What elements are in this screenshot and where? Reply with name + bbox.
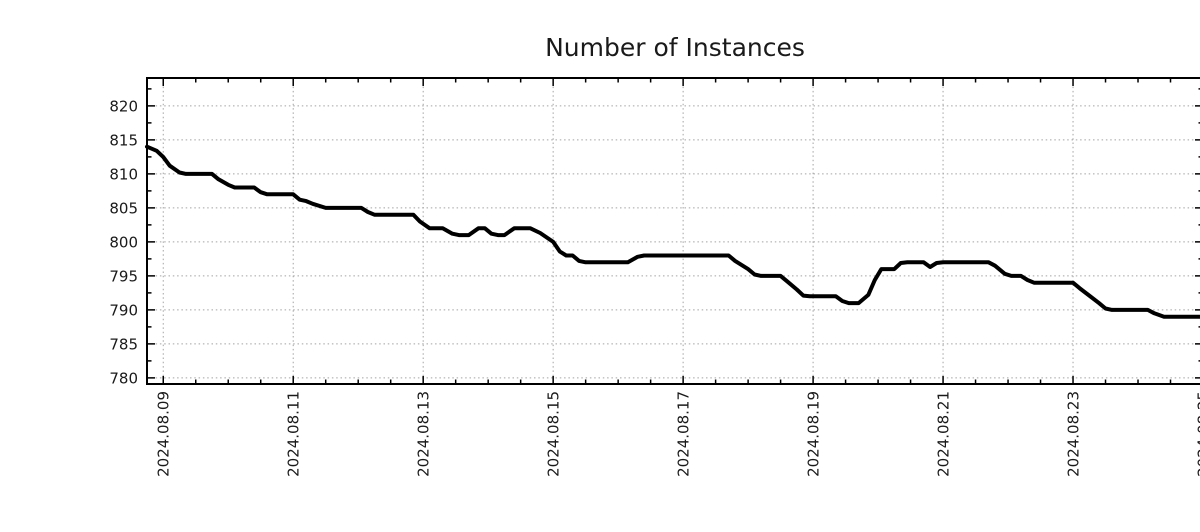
x-tick-label: 2024.08.13 [415, 391, 433, 477]
data-line-instances [147, 147, 1200, 317]
plot-border [147, 78, 1200, 384]
axis-layer [147, 78, 1200, 384]
data-line-layer [147, 147, 1200, 317]
x-tick-label: 2024.08.15 [545, 391, 563, 477]
y-tick-label: 820 [109, 97, 138, 115]
x-tick-label: 2024.08.11 [285, 391, 303, 477]
y-tick-label: 790 [109, 301, 138, 319]
chart-title: Number of Instances [545, 33, 805, 62]
y-tick-label: 780 [109, 369, 138, 387]
x-tick-label: 2024.08.21 [935, 391, 953, 477]
x-tick-labels: 2024.08.09 2024.08.11 2024.08.13 2024.08.15… [155, 391, 1200, 477]
y-tick-label: 815 [109, 131, 138, 149]
y-tick-label: 800 [109, 233, 138, 251]
x-tick-label: 2024.08.17 [675, 391, 693, 477]
y-tick-labels: 780 785 790 795 800 805 810 815 820 [109, 97, 138, 387]
y-tick-label: 795 [109, 267, 138, 285]
y-tick-label: 785 [109, 335, 138, 353]
grid-layer [147, 78, 1200, 384]
y-tick-label: 810 [109, 165, 138, 183]
x-tick-label: 2024.08.09 [155, 391, 173, 477]
x-tick-label: 2024.08.23 [1065, 391, 1083, 477]
x-tick-label: 2024.08.25 [1195, 391, 1200, 477]
y-tick-label: 805 [109, 199, 138, 217]
x-tick-label: 2024.08.19 [805, 391, 823, 477]
